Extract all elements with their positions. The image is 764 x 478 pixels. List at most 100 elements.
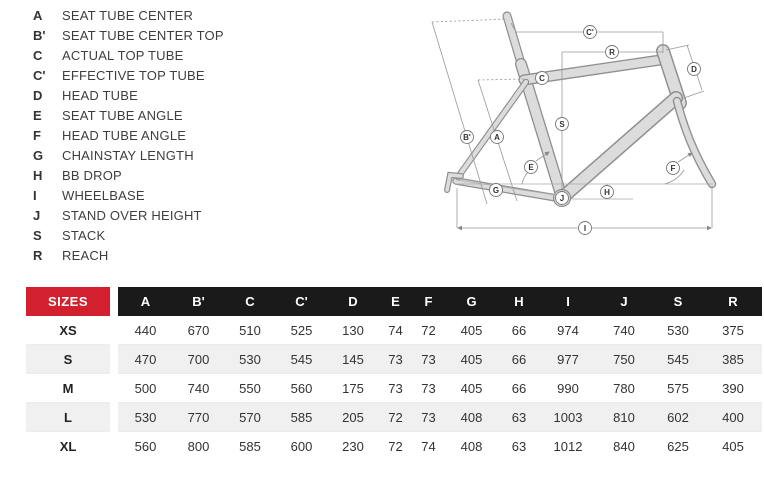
diagram-label-letter: I	[584, 224, 586, 233]
diagram-label-circle	[555, 191, 569, 205]
value-cell: 750	[596, 344, 652, 373]
value-cell: 800	[173, 431, 224, 460]
diagram-labels: C' R C D S B' A E G H J F I	[460, 25, 701, 235]
legend-label: WHEELBASE	[62, 188, 145, 203]
legend-item: A SEAT TUBE CENTER	[33, 6, 224, 26]
diagram-label-circle	[583, 25, 597, 39]
legend-key: A	[33, 8, 43, 23]
legend-label: ACTUAL TOP TUBE	[62, 48, 184, 63]
value-cell: 1003	[540, 402, 596, 431]
value-cell: 405	[445, 344, 498, 373]
legend-item: D HEAD TUBE	[33, 86, 224, 106]
diagram-label-circle	[600, 185, 614, 199]
value-cell: 530	[118, 402, 173, 431]
legend-label: CHAINSTAY LENGTH	[62, 148, 194, 163]
frame-drawing	[444, 11, 717, 208]
legend-key: S	[33, 228, 42, 243]
column-header: E	[379, 287, 412, 316]
diagram-label-letter: F	[671, 164, 676, 173]
frame-geometry-diagram: C' R C D S B' A E G H J F I	[431, 11, 717, 235]
diagram-label-letter: E	[528, 163, 534, 172]
diagram-label-letter: H	[604, 188, 610, 197]
column-gutter	[110, 344, 118, 373]
value-cell: 525	[276, 316, 327, 344]
value-cell: 72	[379, 402, 412, 431]
legend-item: G CHAINSTAY LENGTH	[33, 146, 224, 166]
value-cell: 230	[327, 431, 379, 460]
value-cell: 740	[173, 373, 224, 402]
value-cell: 405	[445, 316, 498, 344]
diagram-label-letter: C'	[586, 28, 594, 37]
table-row: S 470 700 530 545 145 73 73 405 66 977 750 545 385	[26, 344, 762, 373]
diagram-label-letter: R	[609, 48, 615, 57]
value-cell: 73	[379, 373, 412, 402]
value-cell: 73	[412, 344, 445, 373]
legend-key: C'	[33, 68, 46, 83]
value-cell: 63	[498, 431, 540, 460]
geometry-table: SIZES A B' C C' D E F G H I J S R XS 440 670 510 525 130 74…	[26, 287, 762, 460]
value-cell: 530	[224, 344, 276, 373]
legend-item: R REACH	[33, 246, 224, 266]
column-header: R	[704, 287, 762, 316]
value-cell: 840	[596, 431, 652, 460]
value-cell: 408	[445, 431, 498, 460]
value-cell: 408	[445, 402, 498, 431]
value-cell: 400	[704, 402, 762, 431]
value-cell: 974	[540, 316, 596, 344]
value-cell: 700	[173, 344, 224, 373]
size-label-cell: L	[26, 402, 110, 431]
table-row: XS 440 670 510 525 130 74 72 405 66 974 740 530 375	[26, 316, 762, 344]
column-gutter	[110, 402, 118, 431]
legend-list: A SEAT TUBE CENTER B' SEAT TUBE CENTER TOP C…	[33, 6, 224, 266]
legend-key: R	[33, 248, 43, 263]
legend-key: D	[33, 88, 43, 103]
diagram-label-circle	[489, 183, 503, 197]
column-header: A	[118, 287, 173, 316]
value-cell: 1012	[540, 431, 596, 460]
legend-key: G	[33, 148, 44, 163]
value-cell: 470	[118, 344, 173, 373]
value-cell: 73	[379, 344, 412, 373]
legend-item: E SEAT TUBE ANGLE	[33, 106, 224, 126]
table-row: XL 560 800 585 600 230 72 74 408 63 1012 840 625 405	[26, 431, 762, 460]
diagram-label-letter: S	[559, 120, 565, 129]
value-cell: 550	[224, 373, 276, 402]
head-angle-leader	[677, 152, 693, 163]
table-row: M 500 740 550 560 175 73 73 405 66 990 780 575 390	[26, 373, 762, 402]
column-header: J	[596, 287, 652, 316]
value-cell: 130	[327, 316, 379, 344]
value-cell: 570	[224, 402, 276, 431]
column-header: H	[498, 287, 540, 316]
value-cell: 72	[379, 431, 412, 460]
value-cell: 990	[540, 373, 596, 402]
diagram-label-letter: G	[493, 186, 499, 195]
head-angle-arc	[664, 169, 685, 185]
column-gutter	[110, 373, 118, 402]
value-cell: 390	[704, 373, 762, 402]
value-cell: 66	[498, 344, 540, 373]
diagram-label-circle	[524, 160, 538, 174]
diagram-label-circle	[555, 117, 569, 131]
size-label-cell: M	[26, 373, 110, 402]
diagram-label-letter: A	[494, 133, 500, 142]
value-cell: 74	[379, 316, 412, 344]
diagram-label-letter: J	[560, 194, 564, 203]
legend-key: E	[33, 108, 42, 123]
table-header-row: SIZES A B' C C' D E F G H I J S R	[26, 287, 762, 316]
value-cell: 530	[652, 316, 704, 344]
diagram-label-letter: D	[691, 65, 697, 74]
legend-label: SEAT TUBE CENTER TOP	[62, 28, 224, 43]
value-cell: 205	[327, 402, 379, 431]
column-gutter	[110, 316, 118, 344]
value-cell: 560	[118, 431, 173, 460]
measure-line-G	[456, 179, 563, 197]
value-cell: 545	[276, 344, 327, 373]
legend-key: J	[33, 208, 41, 223]
value-cell: 405	[704, 431, 762, 460]
diagram-label-circle	[535, 71, 549, 85]
column-gutter	[110, 287, 118, 316]
legend-item: C ACTUAL TOP TUBE	[33, 46, 224, 66]
column-header: I	[540, 287, 596, 316]
column-header: B'	[173, 287, 224, 316]
legend-item: B' SEAT TUBE CENTER TOP	[33, 26, 224, 46]
